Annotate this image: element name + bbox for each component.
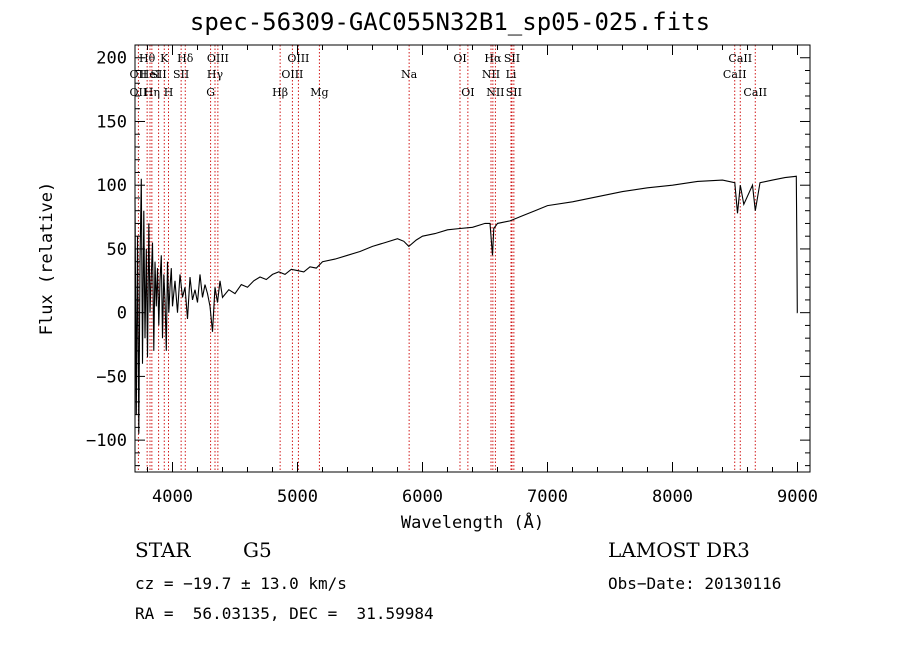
- spectral-line-label: Li: [506, 68, 517, 81]
- spectral-line-label: SII: [151, 68, 167, 81]
- spectral-line-markers: [137, 45, 756, 472]
- x-tick-label: 6000: [402, 487, 443, 507]
- spectral-line-labels: OII OII Hθ HeI Hη SII K H SII Hδ OIII Hγ G Hβ OIII OIII…: [130, 52, 768, 99]
- y-tick-label: −100: [86, 431, 127, 451]
- spectral-line-label: Hδ: [177, 52, 194, 65]
- spectral-line-label: G: [206, 86, 215, 99]
- spectral-line-label: K: [160, 52, 169, 65]
- spectral-line-label: Hη: [144, 86, 160, 99]
- x-tick-label: 9000: [777, 487, 818, 507]
- axis-tick-labels: 4000 5000 6000 7000 8000 9000 −100 −50 0 50 100 150…: [86, 49, 818, 507]
- survey-name: LAMOST DR3: [608, 538, 750, 562]
- spectral-line-label: OI: [461, 86, 474, 99]
- spectral-line-label: SII: [173, 68, 189, 81]
- spectral-line-label: NII: [486, 86, 504, 99]
- y-tick-label: 100: [96, 176, 127, 196]
- y-tick-label: 0: [117, 304, 127, 324]
- spectral-line-label: NII: [482, 68, 500, 81]
- spectral-line-label: CaII: [743, 86, 767, 99]
- y-tick-label: 50: [107, 240, 127, 260]
- spectral-line-label: CaII: [728, 52, 752, 65]
- coordinates: RA = 56.03135, DEC = 31.59984: [135, 604, 434, 623]
- y-tick-label: 200: [96, 49, 127, 69]
- spectral-line-label: HeI: [140, 68, 160, 81]
- spectrum-series-line: [134, 175, 798, 434]
- y-tick-label: 150: [96, 112, 127, 132]
- spectral-line-label: Hθ: [139, 52, 156, 65]
- spectral-line-label: Hγ: [207, 68, 224, 81]
- spectral-line-label: OIII: [207, 52, 229, 65]
- spectral-line-label: SII: [504, 52, 520, 65]
- chart-title: spec-56309-GAC055N32B1_sp05-025.fits: [189, 8, 711, 36]
- spectral-line-label: Na: [401, 68, 418, 81]
- observation-date: Obs−Date: 20130116: [608, 574, 782, 593]
- plot-frame: [134, 44, 811, 473]
- x-tick-label: 7000: [527, 487, 568, 507]
- axis-ticks: [135, 44, 810, 472]
- spectral-line-label: OII: [130, 86, 148, 99]
- y-tick-label: −50: [96, 367, 127, 387]
- spectral-line-label: H: [164, 86, 174, 99]
- spectral-line-label: OI: [453, 52, 466, 65]
- spectral-line-label: SII: [506, 86, 522, 99]
- spectral-line-label: OIII: [281, 68, 303, 81]
- y-axis-label: Flux (relative): [37, 182, 57, 336]
- spectral-line-label: OII: [130, 68, 148, 81]
- object-class: STAR: [135, 538, 191, 562]
- redshift-velocity: cz = −19.7 ± 13.0 km/s: [135, 574, 347, 593]
- spectral-line-label: Mg: [310, 86, 328, 99]
- spectral-line-label: OIII: [287, 52, 309, 65]
- spectral-line-label: CaII: [723, 68, 747, 81]
- spectral-subclass: G5: [243, 538, 272, 562]
- spectral-line-label: Hα: [484, 52, 502, 65]
- x-tick-label: 4000: [152, 487, 193, 507]
- x-tick-label: 8000: [652, 487, 693, 507]
- x-tick-label: 5000: [277, 487, 318, 507]
- x-axis-label: Wavelength (Å): [401, 511, 544, 533]
- spectral-line-label: Hβ: [272, 86, 288, 99]
